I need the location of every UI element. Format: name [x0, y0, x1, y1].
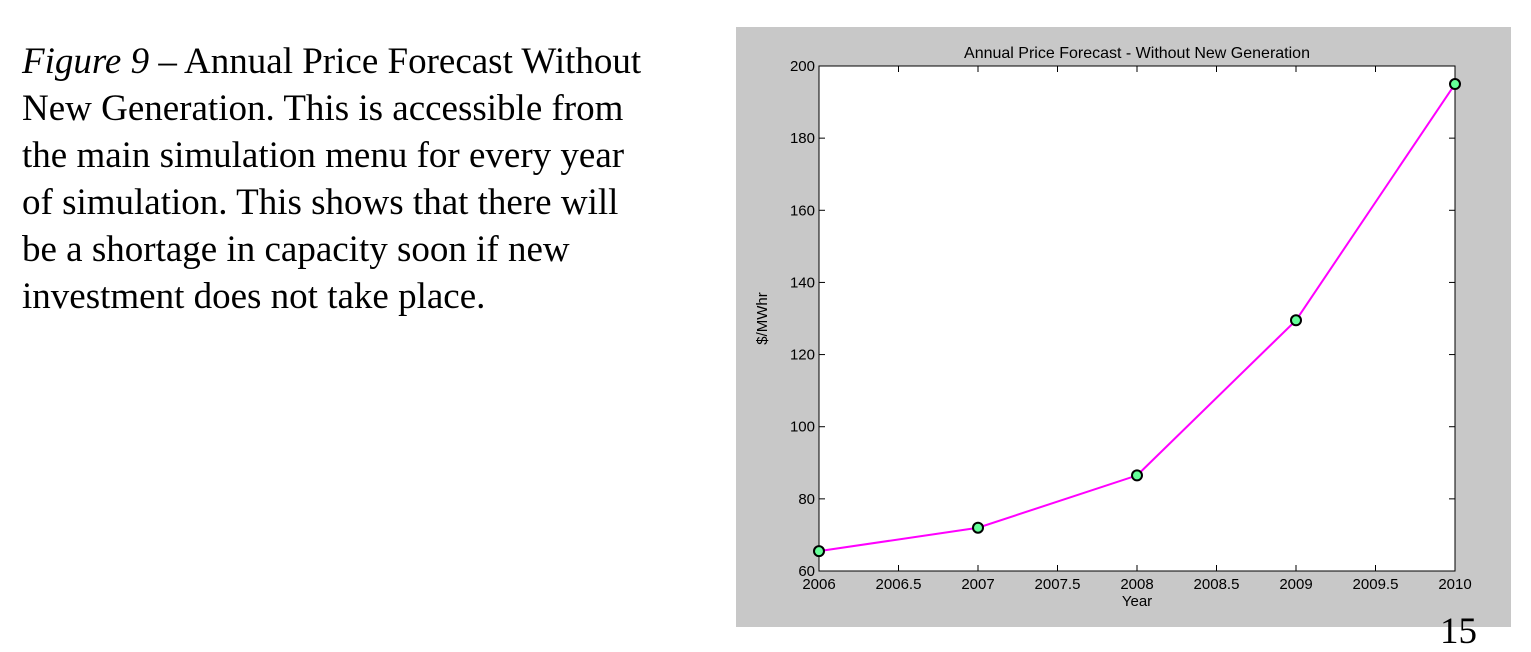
- y-tick-label: 100: [790, 419, 815, 436]
- chart-title: Annual Price Forecast - Without New Gene…: [964, 45, 1310, 62]
- x-tick-label: 2010: [1438, 576, 1471, 593]
- x-tick-label: 2006: [802, 576, 835, 593]
- x-tick-label: 2009: [1279, 576, 1312, 593]
- y-tick-label: 180: [790, 130, 815, 147]
- figure-caption: Figure 9 – Annual Price Forecast Without…: [22, 38, 662, 320]
- x-tick-label: 2006.5: [876, 576, 922, 593]
- y-tick-label: 200: [790, 58, 815, 75]
- chart-figure: 2006 2006.5 2007 2007.5 2008 2008.5 2009 2009.5…: [736, 27, 1511, 627]
- page-number: 15: [1440, 611, 1477, 652]
- data-point: [813, 545, 825, 558]
- y-tick-label: 60: [798, 563, 815, 580]
- line-chart: 2006 2006.5 2007 2007.5 2008 2008.5 2009 2009.5…: [754, 45, 1472, 610]
- x-axis-label: Year: [1122, 593, 1152, 610]
- data-point: [1449, 78, 1461, 91]
- y-tick-label: 140: [790, 274, 815, 291]
- y-tick-label: 160: [790, 202, 815, 219]
- x-tick-label: 2007.5: [1035, 576, 1081, 593]
- data-point: [1290, 314, 1302, 327]
- x-tick-label: 2008.5: [1194, 576, 1240, 593]
- y-tick-label: 120: [790, 347, 815, 364]
- y-axis-label: $/MWhr: [754, 292, 771, 345]
- data-point: [1131, 469, 1143, 482]
- data-point: [972, 521, 984, 534]
- plot-area: [818, 65, 1456, 572]
- x-tick-label: 2007: [961, 576, 994, 593]
- x-tick-label: 2008: [1120, 576, 1153, 593]
- figure-label: Figure 9: [22, 41, 150, 82]
- y-tick-label: 80: [798, 491, 815, 508]
- caption-text: – Annual Price Forecast Without New Gene…: [22, 41, 642, 317]
- x-tick-label: 2009.5: [1353, 576, 1399, 593]
